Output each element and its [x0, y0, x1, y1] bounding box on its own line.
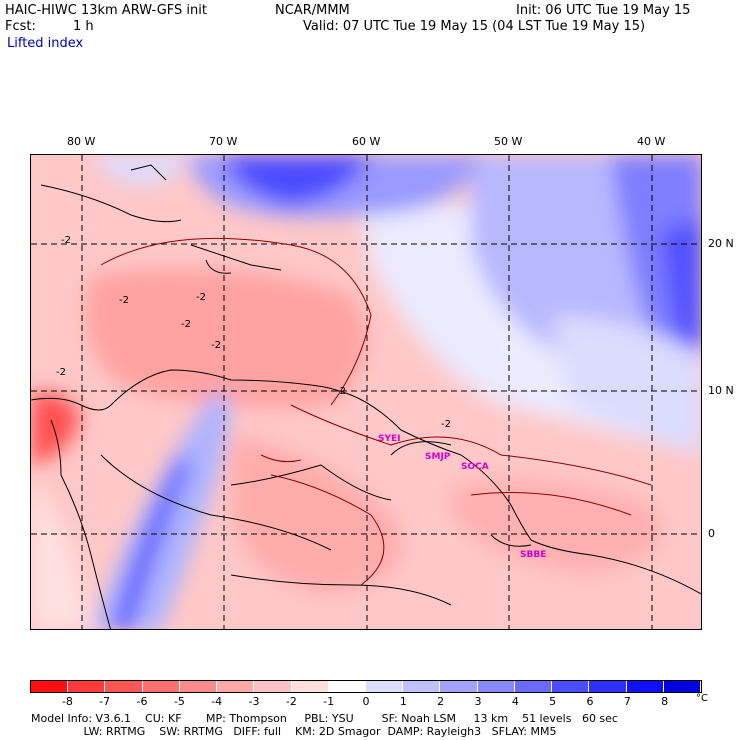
- valid-time: Valid: 07 UTC Tue 19 May 15 (04 LST Tue …: [303, 19, 646, 34]
- model-info-line2: LW: RRTMG SW: RRTMG DIFF: full KM: 2D Sm…: [31, 725, 557, 738]
- colorbar-tick-label: -1: [323, 695, 335, 708]
- colorbar-segment: [328, 681, 366, 692]
- colorbar-tick-label: 8: [661, 695, 669, 708]
- lon-label-50w: 50 W: [494, 135, 523, 148]
- colorbar-segment: [179, 681, 218, 692]
- lat-label-eq: 0: [708, 527, 715, 540]
- lon-label-60w: 60 W: [352, 135, 381, 148]
- colorbar-segment: [403, 681, 441, 692]
- contour-label: -2: [196, 292, 206, 303]
- colorbar-segment: [105, 681, 143, 692]
- org-label: NCAR/MMM: [275, 3, 350, 18]
- lon-label-40w: 40 W: [637, 135, 666, 148]
- colorbar-tick-label: 3: [474, 695, 482, 708]
- colorbar-segment: [217, 681, 255, 692]
- colorbar-segment: [440, 681, 478, 692]
- contour-label: -2: [211, 340, 221, 351]
- fcst-value: 1 h: [73, 19, 94, 34]
- colorbar-tick-label: -6: [136, 695, 148, 708]
- field-shading: [31, 155, 701, 629]
- lat-label-10n: 10 N: [708, 384, 734, 397]
- colorbar-tick-label: -3: [248, 695, 260, 708]
- colorbar-segment: [663, 681, 701, 692]
- colorbar-tick-label: 5: [549, 695, 557, 708]
- colorbar-tick-label: -4: [211, 695, 223, 708]
- station-soca: SOCA: [461, 462, 489, 472]
- colorbar-tick-label: 0: [362, 695, 370, 708]
- lat-lon-grid: [31, 155, 701, 629]
- model-info-line1: Model Info: V3.6.1 CU: KF MP: Thompson P…: [31, 712, 618, 725]
- colorbar-tick-label: 4: [511, 695, 519, 708]
- colorbar-tick-label: -5: [173, 695, 185, 708]
- lat-label-20n: 20 N: [708, 237, 734, 250]
- fcst-label: Fcst:: [5, 19, 36, 34]
- colorbar-segment: [514, 681, 553, 692]
- colorbar-tick-label: -2: [285, 695, 297, 708]
- colorbar-segment: [291, 681, 329, 692]
- colorbar-segment: [626, 681, 664, 692]
- station-smjp: SMJP: [425, 452, 451, 462]
- colorbar-segment: [589, 681, 627, 692]
- model-title: HAIC-HIWC 13km ARW-GFS init: [5, 3, 207, 18]
- station-syei: SYEI: [378, 434, 401, 444]
- colorbar-tick-label: -7: [99, 695, 111, 708]
- colorbar-segment: [31, 681, 69, 692]
- lon-label-80w: 80 W: [67, 135, 96, 148]
- colorbar-segment: [365, 681, 404, 692]
- colorbar: [30, 680, 702, 693]
- colorbar-segment: [142, 681, 180, 692]
- colorbar-segment: [552, 681, 590, 692]
- li-contours: [100, 237, 652, 586]
- contour-label: -2: [336, 386, 346, 397]
- colorbar-segment: [68, 681, 106, 692]
- contour-label: -2: [61, 235, 71, 246]
- coastlines: [31, 164, 701, 629]
- contour-labels: -2 -2 -2 -2 -2 -2 -2 -2: [56, 235, 451, 430]
- colorbar-tick-label: -8: [61, 695, 73, 708]
- lon-label-70w: 70 W: [209, 135, 238, 148]
- colorbar-unit: °C: [696, 693, 708, 704]
- lifted-index-map: -2 -2 -2 -2 -2 -2 -2 -2 SYEI SMJP SOCA S…: [30, 154, 702, 630]
- colorbar-segment: [477, 681, 515, 692]
- colorbar-tick-label: 2: [437, 695, 445, 708]
- field-name: Lifted index: [7, 36, 84, 51]
- map-canvas: -2 -2 -2 -2 -2 -2 -2 -2: [31, 155, 701, 629]
- colorbar-segment: [254, 681, 292, 692]
- colorbar-tick-label: 6: [586, 695, 594, 708]
- init-time: Init: 06 UTC Tue 19 May 15: [516, 3, 691, 18]
- colorbar-tick-label: 7: [623, 695, 631, 708]
- station-sbbe: SBBE: [520, 550, 547, 560]
- colorbar-tick-label: 1: [399, 695, 407, 708]
- contour-label: -2: [56, 367, 66, 378]
- contour-label: -2: [441, 419, 451, 430]
- contour-label: -2: [181, 319, 191, 330]
- contour-label: -2: [119, 295, 129, 306]
